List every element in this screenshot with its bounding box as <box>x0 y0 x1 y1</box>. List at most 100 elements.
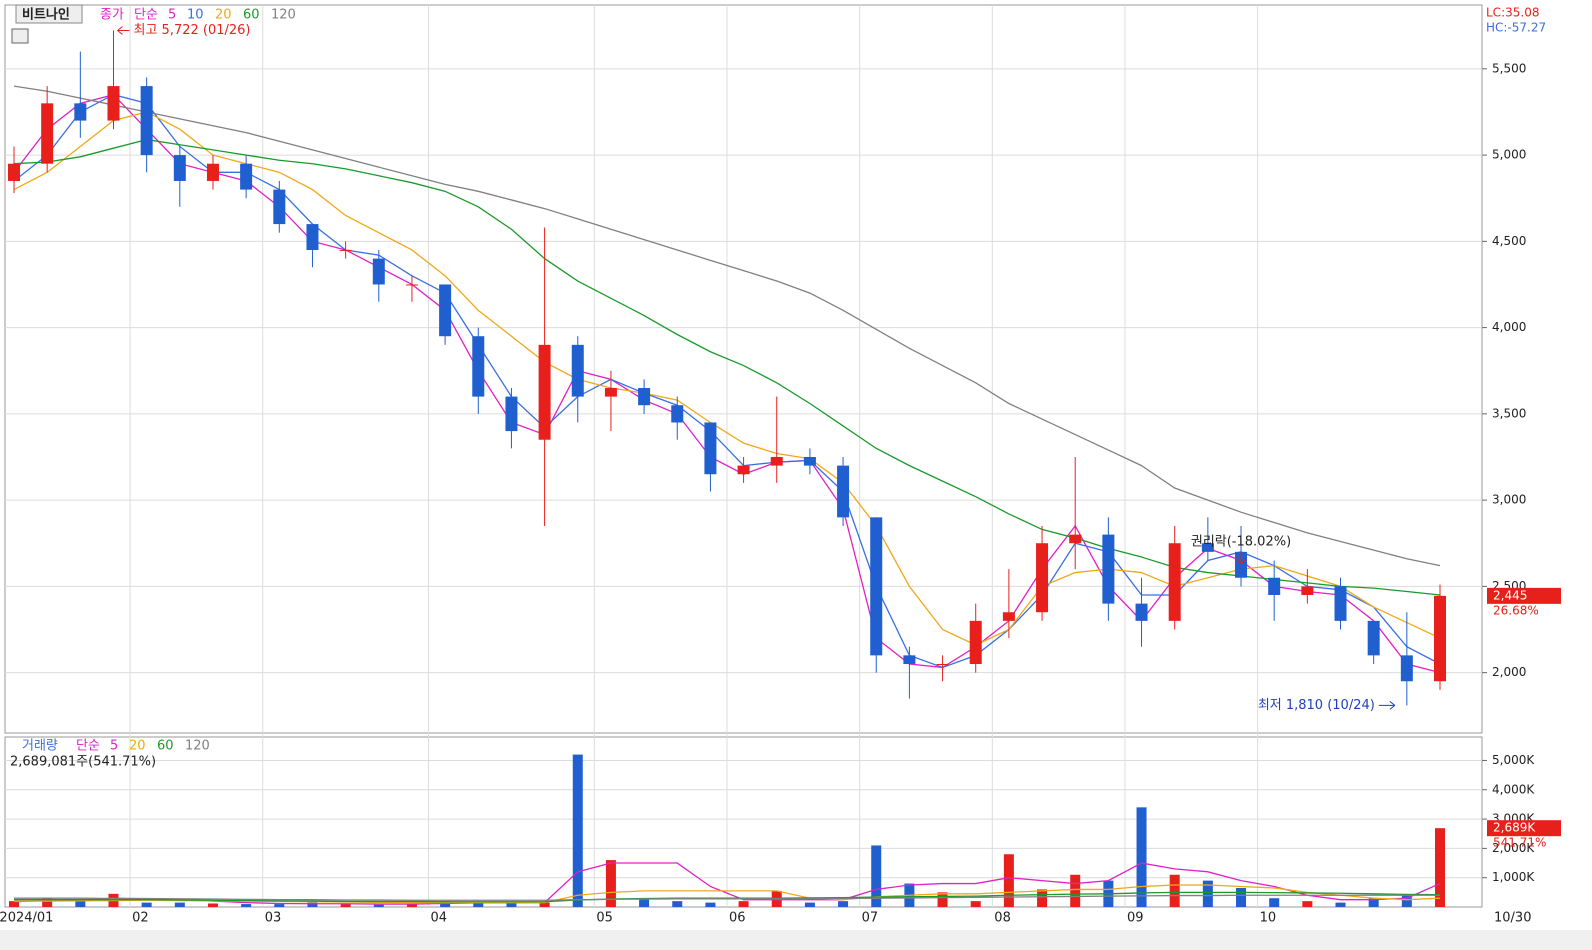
title-box[interactable] <box>15 4 83 24</box>
volume-bar <box>42 898 53 907</box>
x-tick-label: 05 <box>596 911 613 926</box>
last-price-box <box>1487 587 1561 604</box>
volume-bar <box>1003 854 1014 907</box>
candle-body <box>837 465 850 518</box>
y-tick-label: 4,000K <box>1492 782 1535 796</box>
candle-body <box>206 163 219 181</box>
y-tick-label: 3,000 <box>1492 493 1526 507</box>
volume-bar <box>804 902 815 907</box>
volume-bar <box>1302 901 1313 907</box>
y-tick-label: 4,000 <box>1492 320 1526 334</box>
volume-bar <box>1435 828 1445 907</box>
candle-body <box>339 249 352 251</box>
volume-bar <box>1070 874 1081 907</box>
candle-body <box>74 103 87 121</box>
x-tick-label: 06 <box>729 911 746 926</box>
volume-bar <box>141 902 152 907</box>
candle-body <box>1367 620 1380 656</box>
volume-bar <box>473 902 484 907</box>
candle-body <box>604 387 617 397</box>
x-end-label: 10/30 <box>1494 911 1531 926</box>
legend-entry: 20 <box>129 739 146 754</box>
annotation-event: 권리락(-18.02%) <box>1191 534 1291 549</box>
candle-body <box>936 663 949 665</box>
candle-body <box>538 344 551 440</box>
candle-body <box>1334 586 1347 621</box>
volume-bar <box>406 903 417 907</box>
candle-body <box>372 258 385 285</box>
x-tick-label: 02 <box>132 911 149 926</box>
volume-bar <box>1202 880 1213 907</box>
candle-body <box>1135 603 1148 621</box>
arrow <box>1378 701 1396 710</box>
price-panel <box>4 4 1483 734</box>
x-tick-label: 03 <box>265 911 282 926</box>
volume-bar <box>307 902 318 907</box>
legend-entry: 10 <box>187 8 204 23</box>
legend-entry: 5 <box>168 8 176 23</box>
candle-body <box>1002 612 1015 621</box>
volume-bar <box>639 898 650 907</box>
candle-body <box>1400 655 1413 682</box>
volume-bar <box>672 901 683 907</box>
volume-bar <box>738 901 749 907</box>
volume-bar <box>705 902 716 907</box>
volume-ma-line <box>14 894 1440 901</box>
hc-label: HC:-57.27 <box>1486 21 1546 35</box>
candle-body <box>505 396 518 432</box>
candle-body <box>704 422 717 475</box>
volume-bar <box>605 860 616 907</box>
candle-body <box>472 336 485 397</box>
candle-body <box>737 465 750 475</box>
last-change-label: 26.68% <box>1493 603 1539 617</box>
candle-body <box>1168 543 1181 621</box>
volume-bar <box>1236 887 1247 907</box>
volume-bar <box>373 904 384 907</box>
candle-body <box>140 86 153 156</box>
candle-body <box>1235 551 1248 578</box>
candle-body <box>770 456 783 466</box>
x-tick-label: 07 <box>862 911 879 926</box>
volume-bar <box>1136 807 1147 907</box>
x-tick-label: 2024/01 <box>0 911 53 926</box>
volume-bar <box>274 904 285 907</box>
arrow <box>1235 551 1247 565</box>
last-price-label: 2,445 <box>1493 588 1527 602</box>
y-tick-label: 4,500 <box>1492 234 1526 248</box>
chart-title[interactable]: 비트나인 <box>22 7 70 23</box>
volume-bar <box>506 903 517 907</box>
annotation-high: 최고 5,722 (01/26) <box>133 23 250 38</box>
candle-body <box>273 189 286 225</box>
candle-body <box>306 224 319 250</box>
y-tick-label: 5,500 <box>1492 61 1526 75</box>
candle-body <box>405 284 418 286</box>
volume-bar <box>1037 889 1048 907</box>
last-volume-box <box>1487 820 1561 837</box>
legend-method: 단순 <box>134 8 158 23</box>
volume-bar <box>1335 902 1346 907</box>
volume-bar <box>1401 895 1412 907</box>
y-tick-label: 3,500 <box>1492 406 1526 420</box>
candle-body <box>107 86 120 121</box>
legend-entry: 5 <box>110 739 118 754</box>
volume-bar <box>838 901 849 907</box>
ma-line <box>13 138 1441 596</box>
candle-body <box>8 163 20 181</box>
candle-body <box>240 163 253 190</box>
candle-body <box>173 155 186 181</box>
x-tick-label: 10 <box>1260 911 1277 926</box>
legend-entry: 120 <box>185 739 210 754</box>
last-volume-label: 2,689K <box>1493 821 1536 835</box>
candle-body <box>1301 586 1314 595</box>
table-icon[interactable] <box>11 28 29 44</box>
candle-body <box>439 284 452 337</box>
y-tick-label: 2,000K <box>1492 841 1535 855</box>
candle-body <box>1268 577 1281 595</box>
volume-bar <box>970 901 981 907</box>
volume-bar <box>1269 898 1280 907</box>
volume-bar <box>1368 898 1379 907</box>
footer-bar <box>0 930 1592 950</box>
y-tick-label: 5,000K <box>1492 753 1535 767</box>
y-tick-label: 1,000K <box>1492 870 1535 884</box>
